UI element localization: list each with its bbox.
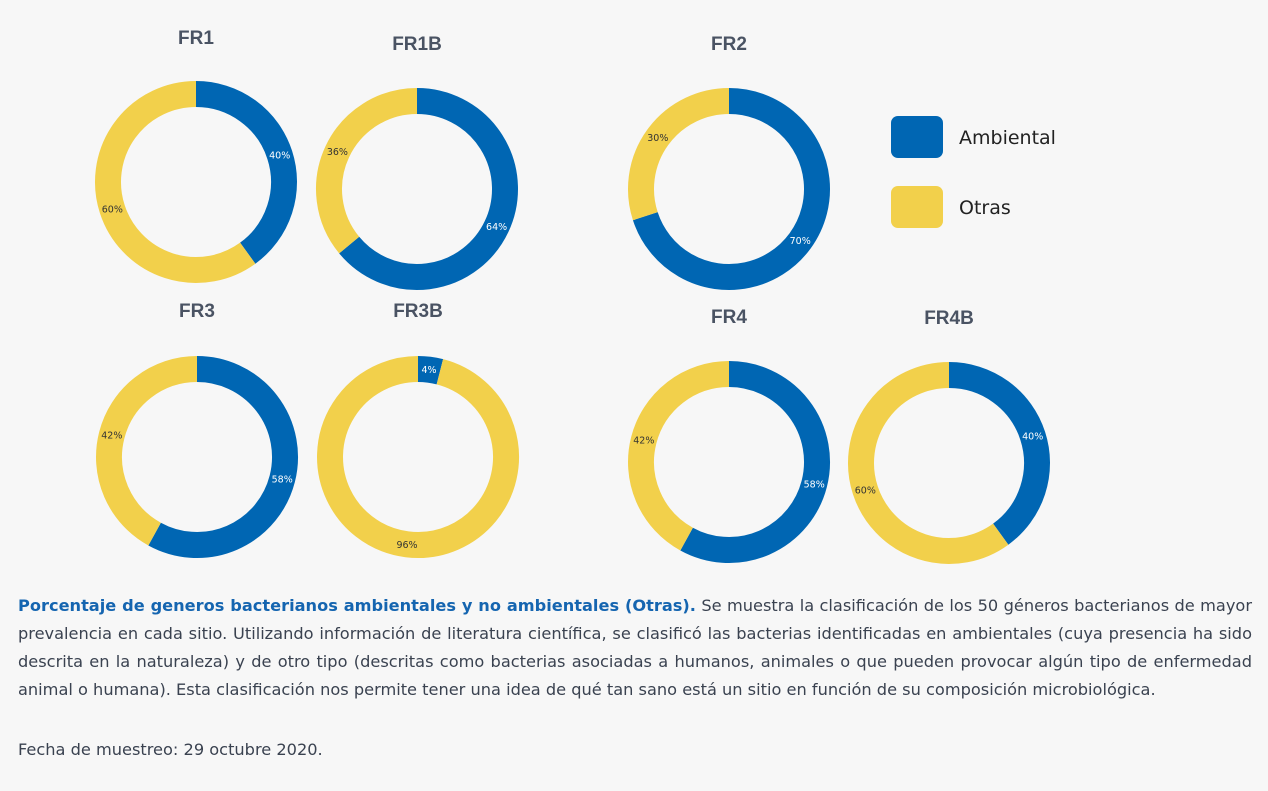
- slice-ambiental: [680, 361, 831, 563]
- slice-otras: [316, 88, 418, 254]
- legend-label-otras: Otras: [959, 197, 1011, 219]
- slice-otras: [628, 361, 730, 551]
- legend-swatch-otras: [891, 186, 943, 228]
- caption-body: Se muestra la clasificación de los 50 gé…: [18, 596, 1252, 699]
- figure-caption: Porcentaje de generos bacterianos ambien…: [18, 592, 1252, 704]
- slice-otras: [317, 356, 520, 558]
- slice-ambiental: [632, 88, 830, 290]
- legend-swatch-ambiental: [891, 116, 943, 158]
- legend: Ambiental Otras: [891, 116, 1056, 228]
- donut-fr3: FR3 58% 42%: [96, 301, 299, 558]
- slice-label-ambiental: 70%: [790, 236, 811, 247]
- donut-title: FR3: [179, 301, 215, 322]
- slice-label-ambiental: 64%: [486, 222, 507, 233]
- donut-title: FR4: [711, 307, 747, 328]
- donut-title: FR2: [711, 34, 747, 55]
- slice-ambiental: [148, 356, 299, 558]
- donut-title: FR3B: [393, 301, 443, 322]
- slice-otras: [95, 81, 256, 283]
- donut-title: FR1: [178, 28, 214, 49]
- slice-otras: [848, 362, 1009, 564]
- slice-label-ambiental: 40%: [269, 150, 290, 161]
- slice-label-otras: 96%: [396, 540, 417, 551]
- slice-otras: [628, 88, 730, 221]
- donut-fr4: FR4 58% 42%: [628, 307, 831, 563]
- donut-fr2: FR2 70% 30%: [628, 34, 830, 290]
- slice-label-otras: 36%: [327, 147, 348, 158]
- slice-label-ambiental: 40%: [1022, 431, 1043, 442]
- donut-fr4b: FR4B 40% 60%: [848, 308, 1050, 564]
- slice-label-ambiental: 58%: [272, 474, 293, 485]
- donut-charts: FR140%60%FR1B64%36%FR270%30%FR358%42%FR3…: [95, 28, 1056, 564]
- caption-lead: Porcentaje de generos bacterianos ambien…: [18, 596, 696, 615]
- slice-label-otras: 30%: [647, 133, 668, 144]
- slice-label-otras: 42%: [101, 431, 122, 442]
- slice-ambiental: [339, 88, 518, 290]
- donut-fr1: FR1 40% 60%: [95, 28, 297, 283]
- donut-title: FR4B: [924, 308, 974, 329]
- slice-label-otras: 60%: [855, 486, 876, 497]
- donut-fr1b: FR1B 64% 36%: [316, 34, 518, 290]
- slice-label-ambiental: 58%: [804, 479, 825, 490]
- slice-label-otras: 60%: [102, 205, 123, 216]
- slice-label-otras: 42%: [633, 436, 654, 447]
- sample-date: Fecha de muestreo: 29 octubre 2020.: [18, 740, 323, 759]
- slice-label-ambiental: 4%: [421, 365, 436, 376]
- slice-ambiental: [417, 355, 444, 385]
- donut-fr3b: FR3B 4% 96%: [317, 301, 520, 558]
- slice-otras: [96, 356, 198, 546]
- donut-title: FR1B: [392, 34, 442, 55]
- legend-label-ambiental: Ambiental: [959, 127, 1056, 149]
- slice-ambiental: [195, 81, 297, 264]
- slice-ambiental: [948, 362, 1050, 545]
